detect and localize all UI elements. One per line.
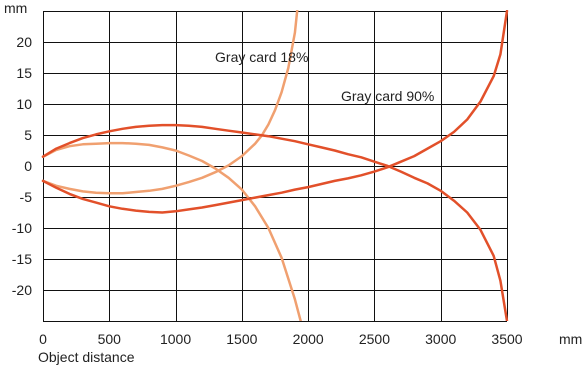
y-tick-label: 10 [16,96,32,112]
series-line-gray18_upper [41,141,302,321]
series-layer [41,10,509,321]
annotation-gray90: Gray card 90% [341,88,434,104]
x-tick-label: 1000 [160,331,191,347]
x-axis-unit: mm [559,331,582,347]
y-tick-label: 0 [24,158,32,174]
x-tick-label: 3500 [491,331,522,347]
y-tick-labels: 20 15 10 5 0 -5 -10 -15 -20 [12,34,32,298]
x-tick-label: 500 [98,331,122,347]
annotations: Gray card 18% Gray card 90% [215,49,434,104]
x-tick-label: 1500 [226,331,257,347]
x-tick-label: 2000 [293,331,324,347]
x-tick-label: 0 [39,331,47,347]
series-line-gray18_lower [41,10,299,195]
y-tick-label: -5 [20,189,33,205]
y-tick-label: 20 [16,34,32,50]
grid [43,11,508,322]
y-tick-label: -10 [12,220,32,236]
annotation-gray18: Gray card 18% [215,49,308,65]
y-tick-label: 5 [24,127,32,143]
x-tick-label: 2500 [359,331,390,347]
y-tick-label: -15 [12,251,32,267]
x-tick-labels: 0 500 1000 1500 2000 2500 3000 3500 [39,331,523,347]
series-line-gray90_lower [41,10,509,214]
series-line-gray90_upper [41,123,509,321]
x-axis-title: Object distance [38,349,135,365]
x-tick-label: 3000 [425,331,456,347]
y-axis-unit: mm [4,0,27,16]
y-tick-label: 15 [16,65,32,81]
y-tick-label: -20 [12,282,32,298]
